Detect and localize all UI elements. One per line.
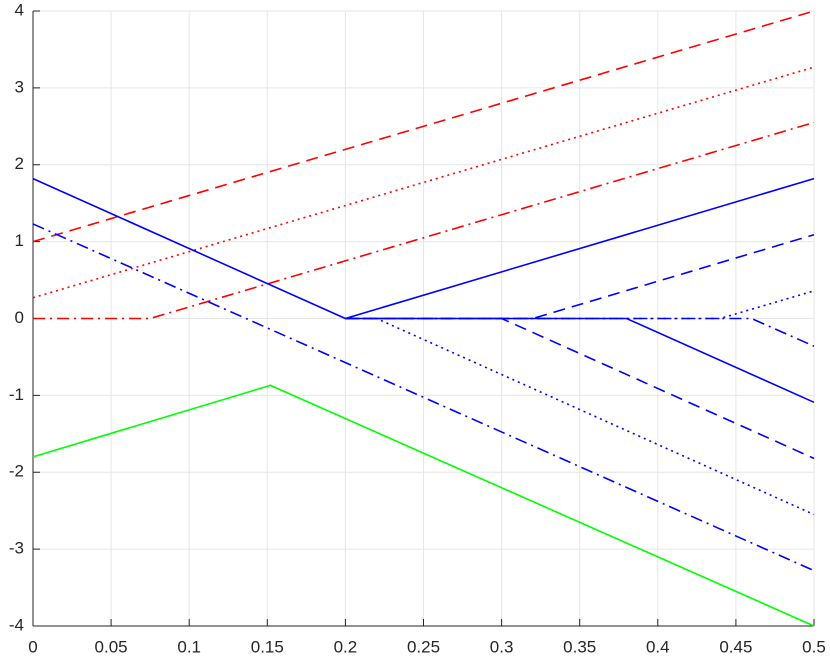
y-tick-label: 0	[15, 308, 24, 327]
x-tick-label: 0.35	[563, 637, 596, 656]
line-series	[33, 121, 815, 320]
y-tick-label: 2	[15, 154, 24, 173]
x-tick-label: 0	[28, 637, 37, 656]
x-tick-label: 0.2	[334, 637, 358, 656]
x-tick-label: 0.4	[646, 637, 670, 656]
x-tick-label: 0.25	[407, 637, 440, 656]
y-tick-label: 4	[15, 0, 24, 19]
y-tick-label: 1	[15, 231, 24, 250]
line-series	[32, 66, 815, 299]
x-tick-label: 0.5	[802, 637, 826, 656]
x-tick-label: 0.3	[490, 637, 514, 656]
x-tick-label: 0.1	[177, 637, 201, 656]
line-series	[32, 384, 815, 627]
x-tick-label: 0.45	[719, 637, 752, 656]
x-tick-label: 0.15	[251, 637, 284, 656]
y-tick-label: 3	[15, 77, 24, 96]
x-tick-label: 0.05	[95, 637, 128, 656]
y-tick-label: -4	[9, 615, 24, 634]
y-tick-label: -2	[9, 462, 24, 481]
y-tick-label: -3	[9, 539, 24, 558]
y-tick-label: -1	[9, 385, 24, 404]
line-series	[32, 10, 815, 243]
